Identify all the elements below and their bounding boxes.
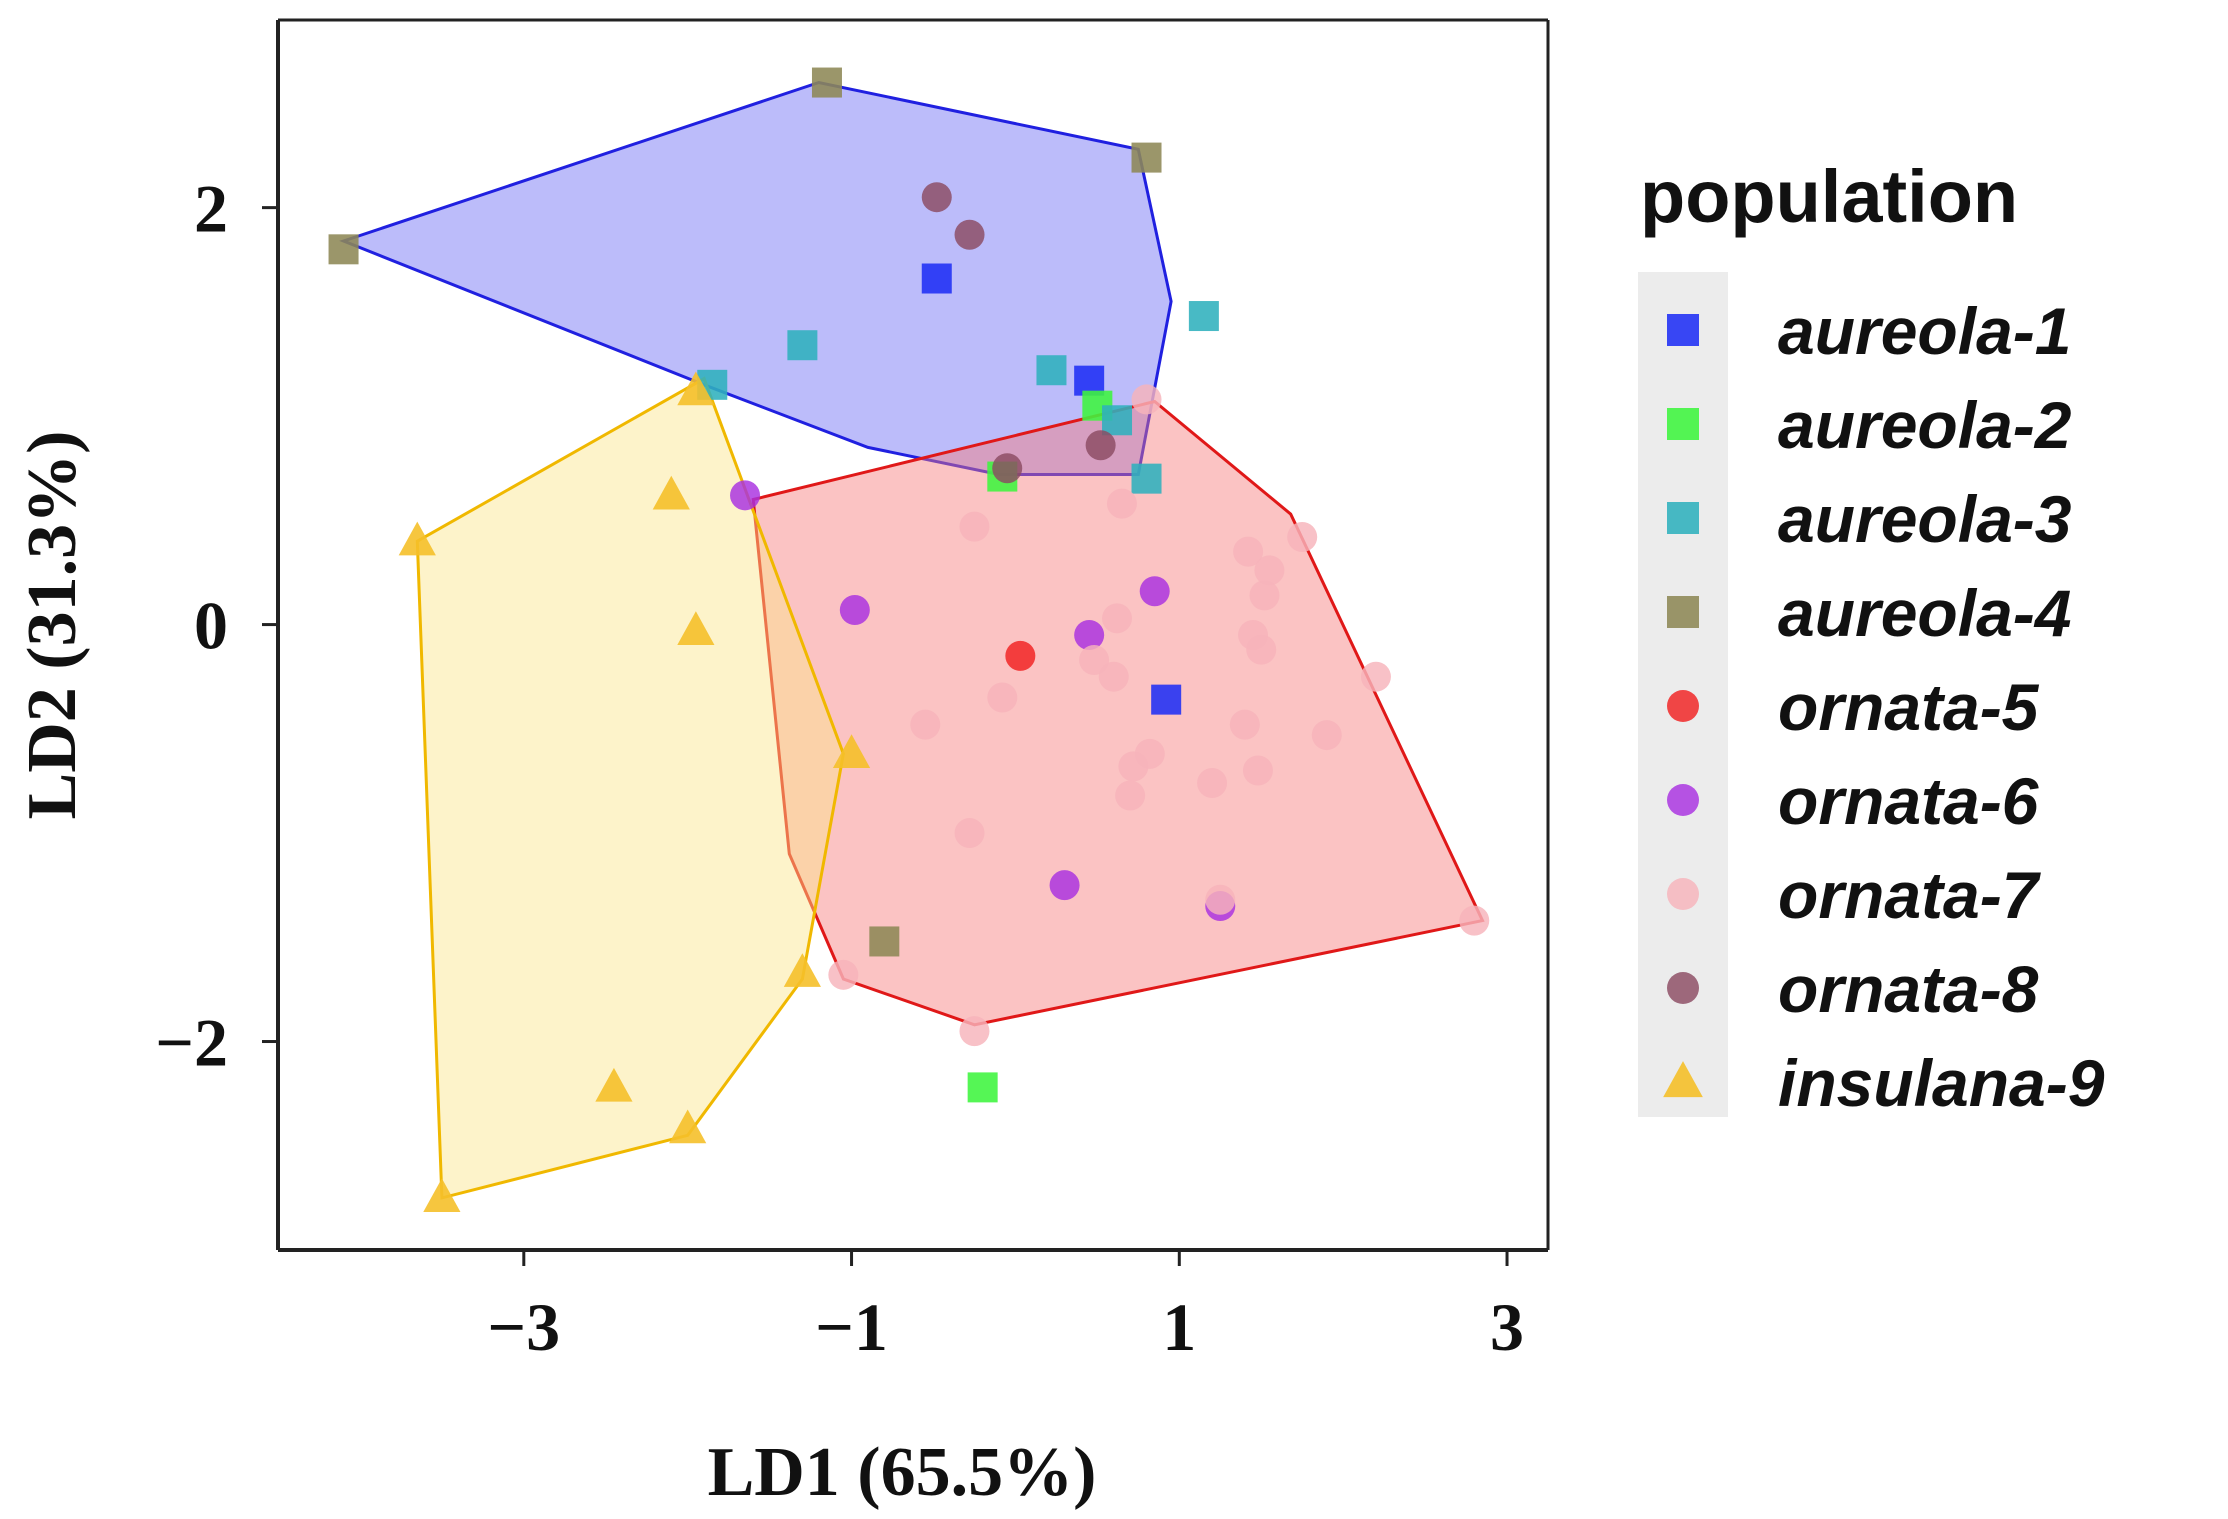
point-ornata-7-22 — [954, 818, 985, 849]
y-tick-label-3: 2 — [194, 171, 228, 247]
point-ornata-6-1 — [730, 480, 761, 511]
point-aureola-3-4 — [1188, 301, 1219, 332]
point-ornata-7-12 — [1098, 661, 1129, 692]
hull-aureola — [339, 80, 1173, 476]
point-ornata-7-10 — [1360, 661, 1391, 692]
point-insulana-9-6 — [595, 1067, 633, 1102]
point-insulana-9-4 — [832, 734, 871, 769]
point-aureola-3-1 — [787, 330, 818, 361]
point-ornata-7-3 — [1233, 536, 1264, 567]
point-ornata-7-6 — [1254, 555, 1285, 586]
point-ornata-8-3 — [992, 453, 1023, 484]
point-ornata-7-5 — [1249, 580, 1280, 611]
legend-label-ornata-5: ornata-5 — [1778, 670, 2040, 744]
point-ornata-6-2 — [839, 594, 870, 625]
point-ornata-8-2 — [954, 219, 985, 250]
point-insulana-9-9 — [677, 371, 715, 406]
axis-layer: −3 −1 1 3 −2 0 2 — [155, 18, 1550, 1365]
point-ornata-7-25 — [959, 1016, 990, 1047]
legend-label-ornata-8: ornata-8 — [1778, 952, 2039, 1026]
point-ornata-7-27 — [1131, 384, 1162, 415]
legend-key-insulana-9 — [1663, 1061, 1703, 1098]
legend-label-aureola-3: aureola-3 — [1778, 482, 2071, 556]
point-aureola-3-2 — [1036, 355, 1067, 386]
point-ornata-5-1 — [1005, 640, 1036, 671]
legend-key-aureola-2 — [1667, 408, 1699, 440]
x-axis-title: LD1 (65.5%) — [708, 1434, 1097, 1511]
y-axis-title: LD2 (31.3%) — [14, 431, 91, 820]
y-tick-label-1: −2 — [155, 1005, 228, 1081]
point-ornata-7-2 — [1106, 488, 1137, 519]
point-ornata-8-4 — [1085, 430, 1116, 461]
x-tick-label-4: 3 — [1490, 1289, 1524, 1365]
x-tick-label-2: −1 — [815, 1289, 888, 1365]
y-tick-label-2: 0 — [194, 588, 228, 664]
legend-key-ornata-5 — [1667, 690, 1699, 722]
point-aureola-3-6 — [1131, 463, 1162, 494]
point-insulana-9-3 — [677, 611, 715, 646]
hull-layer — [339, 80, 1485, 1200]
hull-ornata — [751, 399, 1485, 1027]
legend-key-aureola-1 — [1667, 314, 1699, 346]
legend-label-aureola-1: aureola-1 — [1778, 294, 2071, 368]
point-ornata-7-16 — [1311, 720, 1342, 751]
x-tick-label-1: −3 — [487, 1289, 560, 1365]
legend-label-ornata-6: ornata-6 — [1778, 764, 2040, 838]
point-ornata-7-24 — [1459, 905, 1490, 936]
point-ornata-7-15 — [1229, 709, 1260, 740]
point-ornata-8-1 — [921, 182, 952, 213]
point-ornata-7-9 — [1238, 620, 1269, 650]
legend-key-ornata-6 — [1667, 784, 1699, 816]
point-ornata-7-14 — [987, 682, 1018, 713]
point-aureola-3-3 — [1102, 405, 1133, 436]
point-ornata-6-3 — [1074, 620, 1105, 650]
legend-label-aureola-2: aureola-2 — [1778, 388, 2072, 462]
point-aureola-4-3 — [1131, 142, 1162, 173]
point-ornata-7-21 — [1115, 780, 1146, 811]
point-ornata-7-18 — [1118, 751, 1149, 782]
point-aureola-1-2 — [1074, 365, 1105, 396]
legend-key-ornata-8 — [1667, 972, 1699, 1004]
x-tick-label-3: 1 — [1162, 1289, 1196, 1365]
point-ornata-7-7 — [1102, 603, 1133, 634]
point-ornata-7-26 — [828, 959, 859, 990]
point-ornata-7-13 — [910, 709, 941, 740]
point-ornata-7-4 — [1287, 522, 1318, 553]
legend: population aureola-1 aureola-2 aureola-3 au… — [1638, 155, 2105, 1120]
point-ornata-7-23 — [1205, 884, 1236, 915]
legend-title: population — [1640, 155, 2018, 238]
point-insulana-9-1 — [398, 521, 436, 556]
point-aureola-1-1 — [921, 263, 952, 294]
point-ornata-7-19 — [1197, 768, 1228, 799]
point-layer — [328, 67, 1490, 1213]
legend-label-ornata-7: ornata-7 — [1778, 858, 2042, 932]
legend-label-aureola-4: aureola-4 — [1778, 576, 2071, 650]
point-ornata-7-20 — [1242, 755, 1273, 786]
point-ornata-7-1 — [959, 511, 990, 542]
legend-key-aureola-3 — [1667, 502, 1699, 534]
point-insulana-9-2 — [652, 475, 690, 510]
point-aureola-4-1 — [328, 234, 359, 265]
legend-key-aureola-4 — [1667, 596, 1699, 628]
point-aureola-1-3 — [1151, 684, 1182, 715]
point-insulana-9-8 — [423, 1178, 461, 1213]
legend-label-insulana-9: insulana-9 — [1778, 1046, 2105, 1120]
point-ornata-6-4 — [1139, 576, 1170, 607]
point-insulana-9-7 — [669, 1109, 707, 1144]
point-ornata-6-5 — [1049, 870, 1080, 901]
point-insulana-9-5 — [783, 953, 821, 987]
point-aureola-4-4 — [869, 926, 900, 957]
point-ornata-7-11 — [1079, 645, 1110, 676]
legend-key-ornata-7 — [1667, 878, 1699, 910]
point-aureola-4-2 — [811, 67, 842, 98]
point-aureola-2-3 — [967, 1072, 998, 1103]
